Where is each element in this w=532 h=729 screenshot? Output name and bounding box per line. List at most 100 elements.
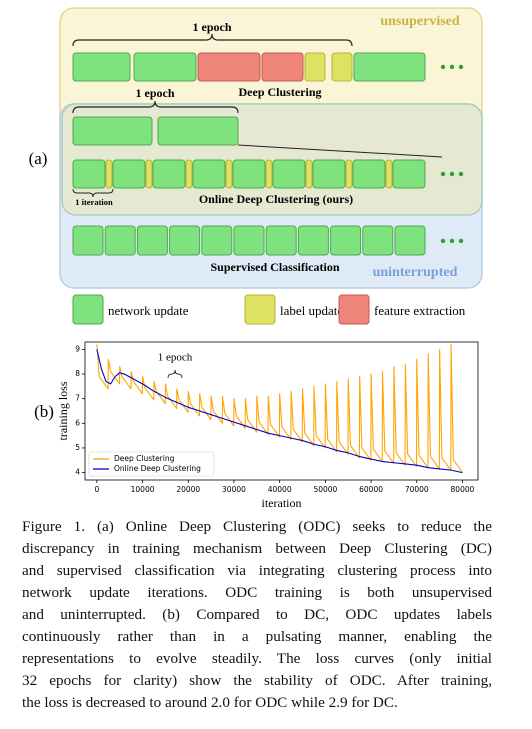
x-tick-label: 70000 [405, 485, 429, 494]
block [145, 159, 153, 189]
unsupervised-label: unsupervised [380, 14, 460, 29]
block [265, 159, 273, 189]
block [225, 159, 233, 189]
block [105, 159, 113, 189]
ellipsis-dot [449, 238, 455, 244]
caption-line: continuously rather than in a pulsating … [22, 628, 492, 645]
block [272, 159, 306, 189]
series-line [96, 343, 463, 473]
caption-line: 32 epochs for clarity) show the stabilit… [22, 672, 492, 689]
odc-label: Online Deep Clustering (ours) [199, 192, 353, 206]
supervised-label: Supervised Classification [210, 260, 339, 274]
x-tick-label: 0 [94, 485, 99, 494]
block [104, 225, 136, 256]
epoch-bracket [72, 33, 353, 47]
block [185, 159, 193, 189]
x-tick-label: 60000 [359, 485, 383, 494]
block [152, 159, 186, 189]
block [392, 159, 426, 189]
caption-line: and supervised classification via integr… [22, 562, 492, 579]
block [352, 159, 386, 189]
legend-swatch [244, 294, 276, 325]
block [72, 116, 153, 146]
y-tick-label: 4 [75, 468, 80, 477]
block [157, 116, 239, 146]
caption: Figure 1. (a) Online Deep Clustering (OD… [22, 516, 492, 714]
block [72, 159, 106, 189]
block [297, 225, 329, 256]
y-axis-label: training loss [56, 381, 70, 440]
ellipsis-dot [458, 171, 464, 177]
block [345, 159, 353, 189]
legend-label: network update [108, 303, 189, 318]
y-tick-label: 6 [75, 418, 80, 427]
x-tick-label: 40000 [268, 485, 292, 494]
block [331, 52, 353, 82]
block [394, 225, 426, 256]
zoom-epoch-label: 1 epoch [136, 86, 175, 100]
x-axis-label: iteration [262, 496, 302, 510]
block [233, 225, 265, 256]
legend-swatch [72, 294, 104, 325]
block [72, 52, 131, 82]
ellipsis-dot [440, 64, 446, 70]
block [169, 225, 201, 256]
legend-label: feature extraction [374, 303, 466, 318]
caption-line: the loss is decreased to around 2.0 for … [22, 694, 398, 711]
ellipsis-dot [458, 64, 464, 70]
legend-box [88, 451, 215, 477]
block [133, 52, 197, 82]
annotation: 1 epoch [158, 352, 193, 364]
block [197, 52, 261, 82]
block [385, 159, 393, 189]
block [192, 159, 226, 189]
loss-chart: 4 5 6 7 8 9 0 10000 20000 30000 40000 50000 60000 700… [34, 341, 479, 510]
block [353, 52, 426, 82]
block [136, 225, 168, 256]
y-tick-label: 5 [75, 443, 80, 452]
caption-line: network update iterations. ODC training … [22, 584, 492, 601]
block [312, 159, 346, 189]
iteration-label: 1 iteration [75, 197, 113, 207]
block [72, 225, 104, 256]
x-tick-label: 80000 [451, 485, 475, 494]
caption-line: Figure 1. (a) Online Deep Clustering (OD… [22, 518, 492, 535]
y-tick-label: 7 [75, 394, 80, 403]
caption-line: and uninterrupted. (b) Compared to DC, O… [22, 606, 492, 623]
ellipsis-dot [440, 238, 446, 244]
panel-label: (a) [29, 149, 48, 168]
x-tick-label: 50000 [313, 485, 337, 494]
legend-label: Online Deep Clustering [114, 464, 201, 473]
block [112, 159, 146, 189]
block [232, 159, 266, 189]
legend-swatch [338, 294, 370, 325]
y-tick-label: 9 [75, 344, 80, 353]
ellipsis-dot [449, 171, 455, 177]
ellipsis-dot [449, 64, 455, 70]
iteration-bracket [72, 188, 114, 198]
block [304, 52, 326, 82]
legend-label: label update [280, 303, 343, 318]
block [330, 225, 362, 256]
blocks [72, 52, 464, 256]
x-tick-label: 30000 [222, 485, 246, 494]
ellipsis-dot [458, 238, 464, 244]
zoom-epoch-bracket [72, 100, 239, 114]
block [362, 225, 394, 256]
panel-label: (b) [34, 402, 54, 421]
x-tick-label: 10000 [131, 485, 155, 494]
y-tick-label: 8 [75, 369, 80, 378]
legend-label: Deep Clustering [114, 454, 175, 463]
plot-frame [84, 341, 479, 481]
caption-line: discrepancy in training mechanism betwee… [22, 540, 492, 557]
zoom-line [237, 144, 443, 158]
block [201, 225, 233, 256]
series-line [96, 349, 463, 474]
figure: (a) 1 epoch unsupervised 1 epoch Deep Cl… [29, 7, 483, 510]
annotation-bracket [167, 369, 183, 379]
block [305, 159, 313, 189]
caption-line: representations to evolve steadily. The … [22, 650, 492, 667]
uninterrupted-label: uninterrupted [373, 265, 458, 280]
x-tick-label: 20000 [176, 485, 200, 494]
